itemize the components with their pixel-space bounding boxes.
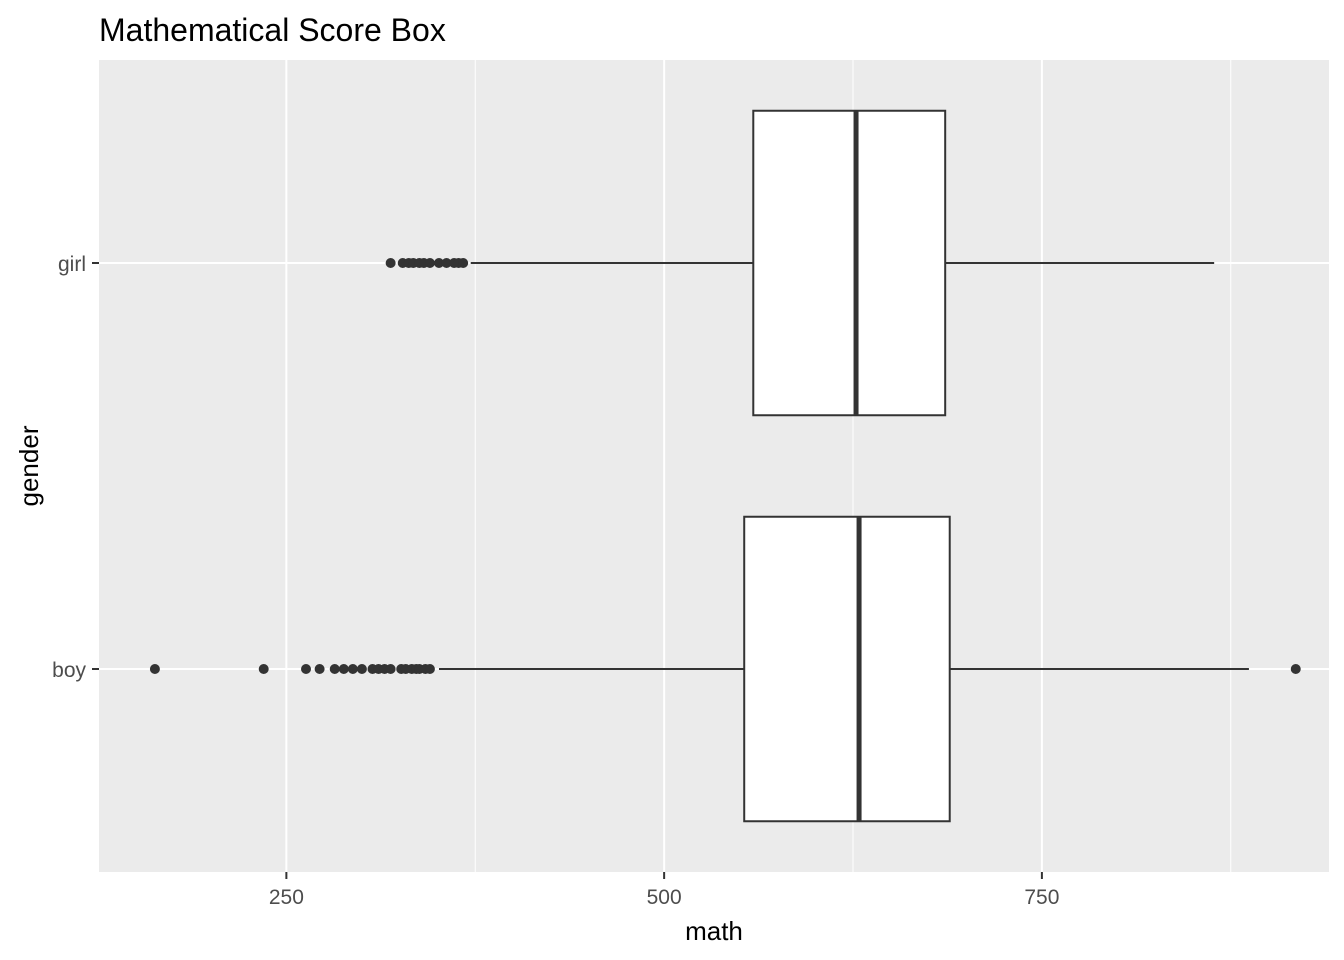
y-axis-title: gender	[14, 425, 44, 506]
outlier-point	[385, 258, 396, 268]
box-boy	[743, 515, 951, 823]
outlier-point	[356, 664, 367, 674]
axes: 250 500 750 boy girl	[52, 253, 1059, 909]
outlier-point	[424, 258, 435, 268]
x-axis-title: math	[685, 916, 743, 946]
x-tick-label: 750	[1024, 886, 1059, 909]
outlier-point	[424, 664, 435, 674]
outlier-point	[149, 664, 160, 674]
boxes	[149, 109, 1301, 823]
chart-title: Mathematical Score Box	[99, 12, 446, 48]
outlier-point	[314, 664, 325, 674]
outlier-point	[258, 664, 269, 674]
outlier-point	[1290, 664, 1301, 674]
y-tick-label: girl	[58, 253, 86, 276]
outlier-point	[347, 664, 358, 674]
outlier-point	[433, 258, 444, 268]
outlier-point	[458, 258, 469, 268]
outlier-point	[385, 664, 396, 674]
box-girl	[752, 109, 947, 417]
outlier-point	[301, 664, 312, 674]
outlier-point	[338, 664, 349, 674]
plot-panel	[99, 60, 1329, 872]
x-tick-label: 250	[269, 886, 304, 909]
outlier-point	[441, 258, 452, 268]
x-tick-label: 500	[647, 886, 682, 909]
outlier-point	[329, 664, 340, 674]
y-tick-label: boy	[52, 659, 86, 682]
